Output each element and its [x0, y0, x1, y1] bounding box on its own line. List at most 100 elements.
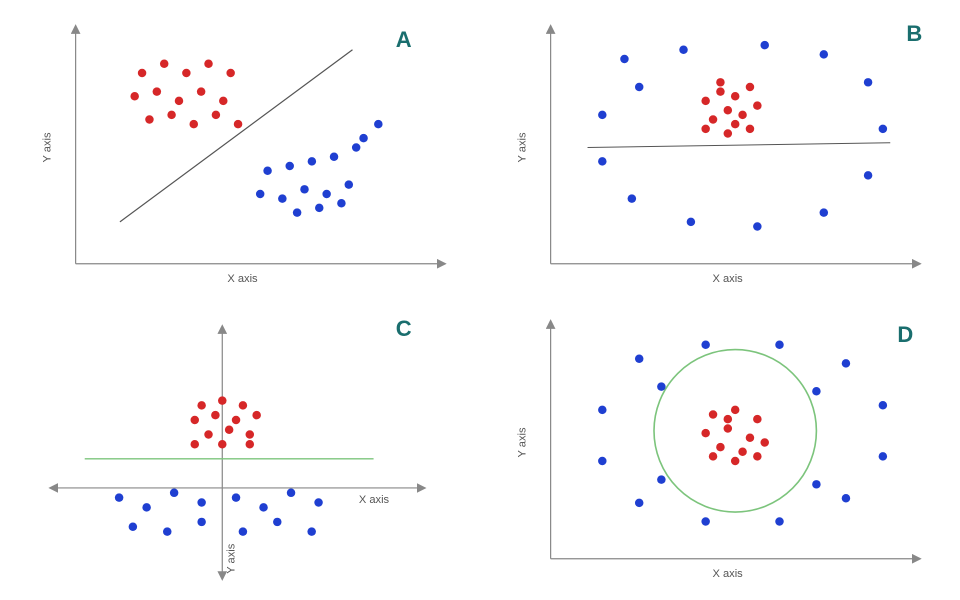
data-point-blue — [163, 527, 171, 535]
data-point-red — [234, 120, 242, 128]
data-point-red — [724, 415, 732, 423]
data-point-red — [724, 106, 732, 114]
data-point-blue — [820, 50, 828, 58]
data-point-blue — [330, 153, 338, 161]
data-point-red — [225, 425, 233, 433]
data-point-blue — [300, 185, 308, 193]
data-point-blue — [864, 78, 872, 86]
data-point-blue — [879, 125, 887, 133]
data-point-red — [232, 416, 240, 424]
separator-d — [654, 350, 816, 512]
data-point-red — [197, 401, 205, 409]
panel-c-label: C — [396, 316, 412, 342]
data-point-red — [204, 59, 212, 67]
data-point-blue — [879, 452, 887, 460]
data-point-red — [218, 396, 226, 404]
data-point-red — [709, 410, 717, 418]
data-point-red — [197, 87, 205, 95]
data-point-blue — [775, 340, 783, 348]
data-point-red — [716, 443, 724, 451]
data-point-blue — [635, 83, 643, 91]
data-point-blue — [287, 489, 295, 497]
data-point-red — [731, 406, 739, 414]
data-point-blue — [812, 480, 820, 488]
panel-a: X axis Y axis A — [20, 10, 465, 295]
data-point-blue — [775, 517, 783, 525]
data-point-blue — [259, 503, 267, 511]
panel-a-label: A — [396, 27, 412, 53]
data-point-blue — [337, 199, 345, 207]
data-point-red — [731, 120, 739, 128]
x-axis-label: X axis — [359, 494, 390, 506]
data-point-red — [153, 87, 161, 95]
data-point-red — [716, 78, 724, 86]
data-point-red — [226, 69, 234, 77]
data-point-blue — [679, 45, 687, 53]
y-axis-label: Y axis — [41, 132, 53, 162]
y-axis-label: Y axis — [516, 427, 528, 457]
data-point-blue — [315, 204, 323, 212]
data-point-red — [160, 59, 168, 67]
axes-a: X axis Y axis — [41, 26, 444, 285]
data-point-red — [731, 457, 739, 465]
data-point-red — [709, 115, 717, 123]
data-point-red — [138, 69, 146, 77]
dots-b — [598, 41, 887, 231]
data-point-red — [738, 111, 746, 119]
separator-line — [588, 143, 891, 148]
data-point-red — [239, 401, 247, 409]
data-point-blue — [293, 208, 301, 216]
data-point-red — [753, 415, 761, 423]
data-point-red — [219, 97, 227, 105]
panel-d: X axis Y axis D — [495, 305, 940, 590]
data-point-blue — [239, 527, 247, 535]
data-point-red — [204, 430, 212, 438]
data-point-blue — [197, 518, 205, 526]
data-point-blue — [129, 523, 137, 531]
data-point-blue — [115, 493, 123, 501]
data-point-blue — [352, 143, 360, 151]
data-point-red — [724, 424, 732, 432]
data-point-blue — [628, 194, 636, 202]
data-point-blue — [308, 157, 316, 165]
separator-line — [120, 50, 353, 222]
panel-d-label: D — [897, 322, 913, 348]
separator-b — [588, 143, 891, 148]
dots-d — [598, 340, 887, 525]
data-point-blue — [842, 359, 850, 367]
data-point-blue — [232, 493, 240, 501]
data-point-blue — [345, 180, 353, 188]
data-point-blue — [753, 222, 761, 230]
data-point-blue — [812, 387, 820, 395]
data-point-red — [753, 101, 761, 109]
data-point-blue — [879, 401, 887, 409]
data-point-red — [731, 92, 739, 100]
data-point-blue — [864, 171, 872, 179]
data-point-blue — [170, 489, 178, 497]
data-point-red — [746, 125, 754, 133]
x-axis-label: X axis — [712, 273, 743, 285]
data-point-blue — [598, 111, 606, 119]
data-point-blue — [701, 517, 709, 525]
data-point-blue — [820, 208, 828, 216]
data-point-red — [175, 97, 183, 105]
data-point-blue — [635, 499, 643, 507]
separator-circle — [654, 350, 816, 512]
x-axis-label: X axis — [227, 273, 258, 285]
data-point-red — [709, 452, 717, 460]
data-point-blue — [635, 354, 643, 362]
data-point-red — [724, 129, 732, 137]
data-point-red — [760, 438, 768, 446]
data-point-red — [746, 83, 754, 91]
data-point-red — [212, 111, 220, 119]
chart-grid: X axis Y axis A X axis Y axis B — [0, 0, 960, 600]
axes-b: X axis Y axis — [516, 26, 919, 285]
data-point-blue — [598, 406, 606, 414]
data-point-red — [753, 452, 761, 460]
data-point-blue — [142, 503, 150, 511]
data-point-red — [211, 411, 219, 419]
axes-c: X axis Y axis — [50, 326, 424, 579]
data-point-blue — [256, 190, 264, 198]
panel-b: X axis Y axis B — [495, 10, 940, 295]
data-point-red — [746, 434, 754, 442]
